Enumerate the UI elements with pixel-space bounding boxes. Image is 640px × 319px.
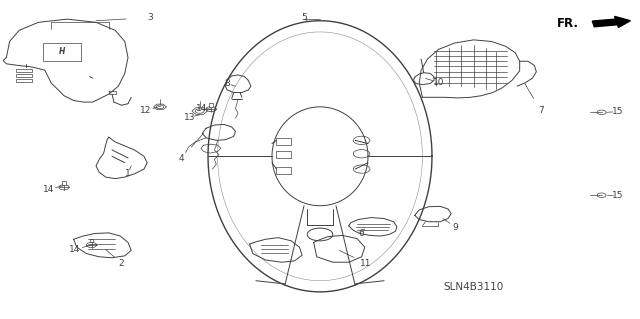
Text: 10: 10 — [433, 78, 444, 87]
Text: FR.: FR. — [557, 18, 579, 30]
Bar — [43, 43, 81, 61]
Bar — [62, 181, 66, 185]
Text: 13: 13 — [184, 113, 195, 122]
Text: 14: 14 — [196, 104, 207, 113]
Text: 3: 3 — [148, 13, 153, 22]
Text: 14: 14 — [69, 245, 81, 254]
Text: 14: 14 — [43, 185, 54, 194]
Text: 8: 8 — [225, 79, 230, 88]
Bar — [276, 151, 291, 158]
Bar — [276, 138, 291, 145]
Text: 12: 12 — [140, 106, 152, 115]
Text: 4: 4 — [179, 154, 184, 163]
FancyArrow shape — [592, 16, 630, 27]
Text: 7: 7 — [538, 106, 543, 115]
Bar — [16, 69, 32, 72]
Bar — [209, 103, 213, 107]
Text: H: H — [59, 48, 65, 56]
Text: 6: 6 — [359, 229, 364, 238]
Text: 15: 15 — [612, 107, 623, 116]
Bar — [90, 239, 93, 242]
Text: 1: 1 — [125, 169, 131, 178]
Bar — [16, 74, 32, 77]
Text: 9: 9 — [453, 223, 458, 232]
Bar — [16, 79, 32, 82]
Text: SLN4B3110: SLN4B3110 — [444, 282, 504, 292]
Text: 5: 5 — [301, 13, 307, 22]
Text: 11: 11 — [360, 259, 372, 268]
Text: 2: 2 — [119, 259, 124, 268]
Bar — [276, 167, 291, 174]
Text: 15: 15 — [612, 191, 623, 200]
